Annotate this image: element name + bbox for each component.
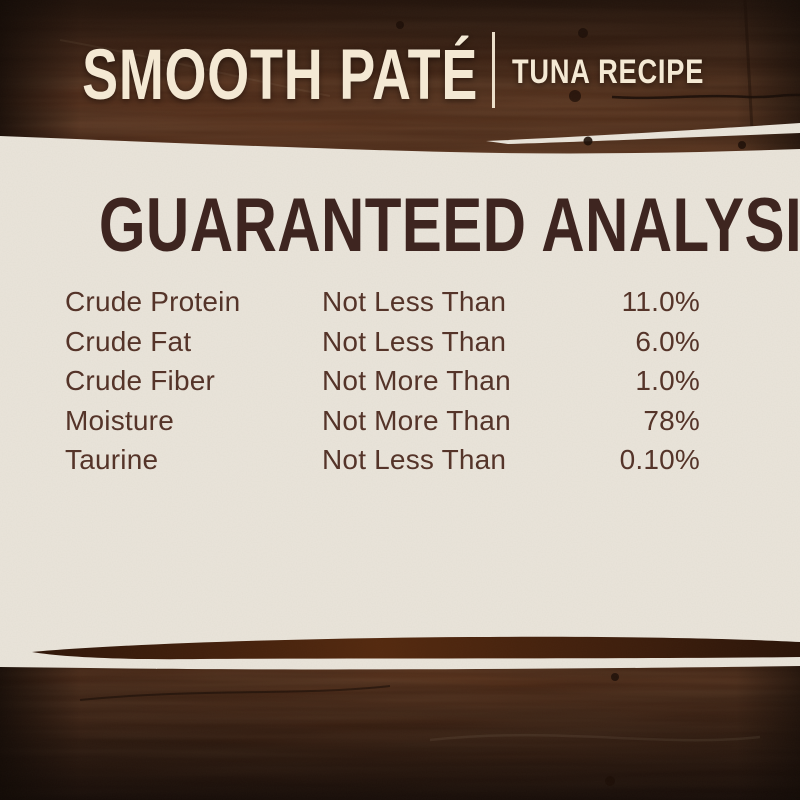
header-band: SMOOTH PATÉ TUNA RECIPE — [0, 0, 800, 136]
table-row: Moisture Not More Than 78% — [65, 401, 700, 441]
nutrient-cell: Taurine — [65, 444, 159, 475]
value-cell: 6.0% — [635, 325, 700, 357]
nutrient-cell: Crude Fat — [65, 325, 192, 357]
table-row: Taurine Not Less Than 0.10% — [65, 440, 700, 480]
value-cell: 0.10% — [619, 444, 700, 475]
qualifier-cell: Not Less Than — [322, 325, 507, 357]
table-row: Crude Fat Not Less Than 6.0% — [65, 322, 700, 362]
qualifier-cell: Not Less Than — [322, 444, 507, 475]
analysis-title: GUARANTEED ANALYSIS — [0, 188, 800, 264]
qualifier-cell: Not More Than — [322, 365, 511, 396]
value-cell: 78% — [643, 404, 700, 436]
table-row: Crude Protein Not Less Than 11.0% — [65, 282, 700, 322]
analysis-table: Crude Protein Not Less Than 11.0% Crude … — [65, 282, 700, 480]
value-cell: 11.0% — [621, 286, 700, 317]
recipe-title: TUNA RECIPE — [512, 53, 705, 91]
nutrient-cell: Crude Protein — [65, 286, 241, 317]
qualifier-cell: Not Less Than — [322, 286, 507, 317]
value-cell: 1.0% — [635, 365, 700, 396]
qualifier-cell: Not More Than — [322, 404, 511, 436]
table-row: Crude Fiber Not More Than 1.0% — [65, 361, 700, 401]
brand-title: SMOOTH PATÉ — [81, 36, 478, 115]
vertical-divider — [492, 32, 495, 108]
nutrient-cell: Moisture — [65, 404, 174, 436]
nutrient-cell: Crude Fiber — [65, 365, 216, 396]
analysis-title-text: GUARANTEED ANALYSIS — [98, 183, 800, 268]
